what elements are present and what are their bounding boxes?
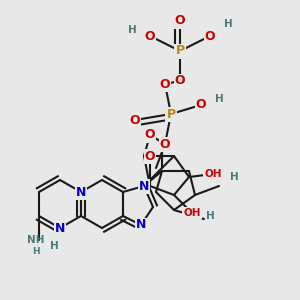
Text: N: N: [136, 218, 146, 232]
Text: O: O: [175, 74, 185, 88]
Text: OH: OH: [204, 169, 222, 179]
Text: H: H: [224, 19, 232, 29]
Text: H: H: [128, 25, 136, 35]
Text: O: O: [145, 29, 155, 43]
Text: N: N: [55, 221, 65, 235]
Text: O: O: [145, 128, 155, 142]
Text: O: O: [196, 98, 206, 112]
Text: P: P: [167, 107, 176, 121]
Text: H: H: [32, 248, 40, 256]
Text: N: N: [139, 179, 149, 193]
Text: H: H: [206, 211, 214, 221]
Text: P: P: [176, 44, 184, 58]
Text: H: H: [50, 241, 58, 251]
Text: O: O: [175, 14, 185, 28]
Text: H: H: [230, 172, 238, 182]
Text: O: O: [160, 137, 170, 151]
Text: OH: OH: [183, 208, 201, 218]
Text: O: O: [145, 149, 155, 163]
Text: O: O: [160, 77, 170, 91]
Text: N: N: [76, 185, 86, 199]
Text: NH: NH: [27, 235, 45, 245]
Text: O: O: [130, 113, 140, 127]
Text: O: O: [205, 29, 215, 43]
Text: H: H: [214, 94, 224, 104]
